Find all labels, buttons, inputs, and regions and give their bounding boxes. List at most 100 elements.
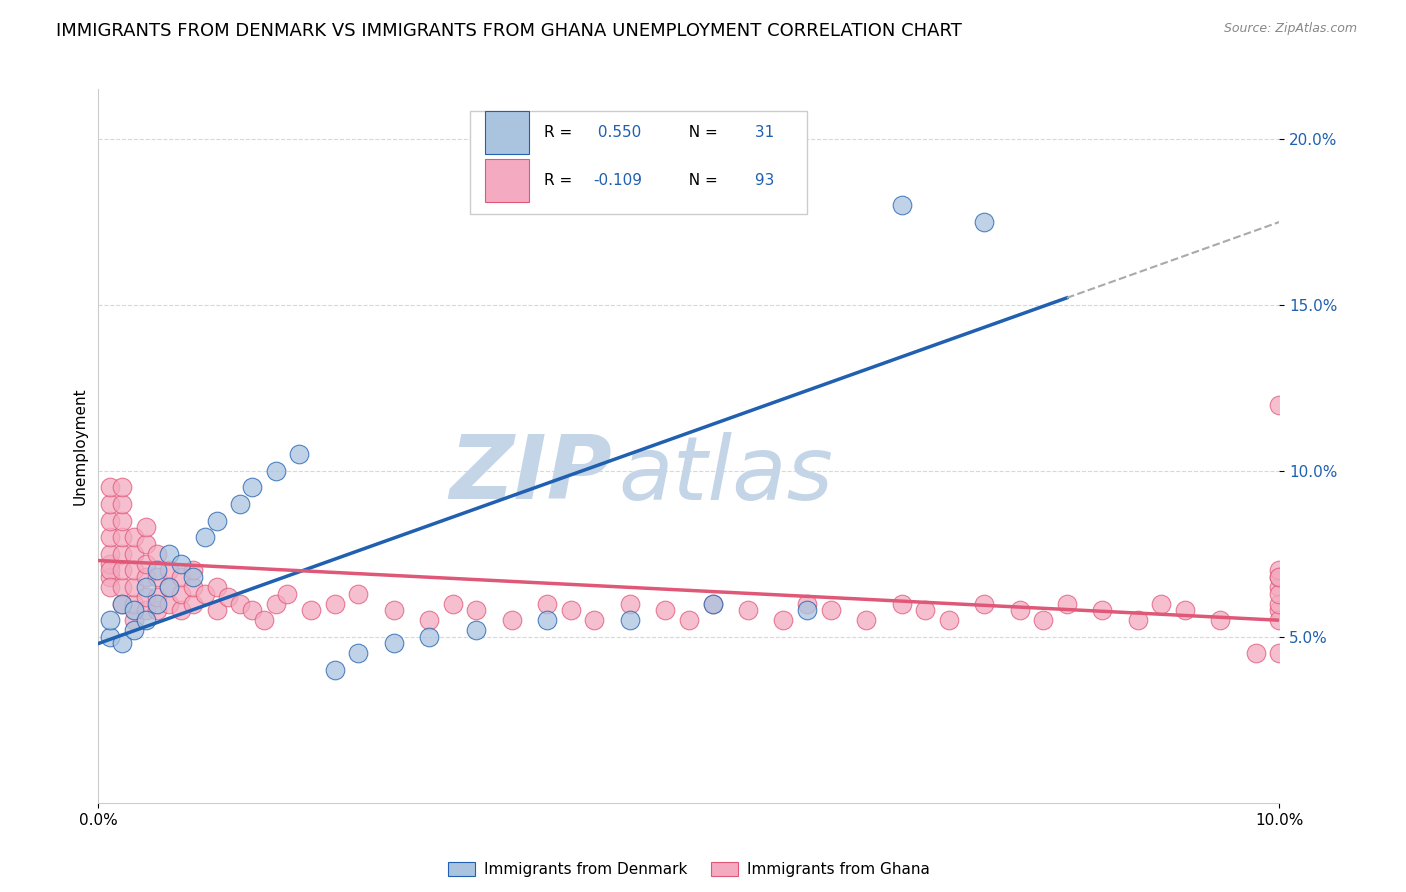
Point <box>560 603 582 617</box>
Point <box>98 630 121 644</box>
Point <box>855 613 877 627</box>
Point <box>465 603 488 617</box>
Point <box>135 613 157 627</box>
Point <box>702 597 724 611</box>
Point <box>157 564 180 578</box>
Y-axis label: Unemployment: Unemployment <box>72 387 87 505</box>
Point <box>170 587 193 601</box>
Point <box>111 547 134 561</box>
FancyBboxPatch shape <box>485 159 530 202</box>
Point <box>441 597 464 611</box>
Point <box>170 570 193 584</box>
Point <box>146 564 169 578</box>
Point <box>347 587 370 601</box>
Point <box>702 597 724 611</box>
FancyBboxPatch shape <box>471 111 807 214</box>
Point <box>111 514 134 528</box>
Point <box>122 597 145 611</box>
Point <box>135 537 157 551</box>
Point <box>135 590 157 604</box>
Point <box>973 597 995 611</box>
Point <box>253 613 276 627</box>
Point <box>1268 570 1291 584</box>
Point <box>973 215 995 229</box>
Point <box>98 570 121 584</box>
Point <box>146 597 169 611</box>
Point <box>98 613 121 627</box>
Point <box>264 597 287 611</box>
Point <box>98 497 121 511</box>
Point <box>205 514 228 528</box>
Point <box>157 580 180 594</box>
Point <box>323 597 346 611</box>
Text: R =: R = <box>544 125 576 140</box>
Point <box>382 603 405 617</box>
Point <box>1268 647 1291 661</box>
Point <box>122 624 145 638</box>
Point <box>654 603 676 617</box>
Point <box>536 613 558 627</box>
Point <box>796 597 818 611</box>
Text: N =: N = <box>679 125 723 140</box>
Point <box>98 564 121 578</box>
Point <box>796 603 818 617</box>
Point <box>122 564 145 578</box>
Point <box>772 613 794 627</box>
Point <box>122 580 145 594</box>
Point <box>678 613 700 627</box>
Point <box>1244 647 1267 661</box>
Point <box>737 603 759 617</box>
Point <box>111 481 134 495</box>
Point <box>98 557 121 571</box>
Point <box>181 570 204 584</box>
Point <box>111 564 134 578</box>
Point <box>890 198 912 212</box>
Text: 31: 31 <box>751 125 775 140</box>
Point <box>1126 613 1149 627</box>
Point <box>1268 613 1291 627</box>
Point <box>217 590 239 604</box>
Point <box>264 464 287 478</box>
Point <box>111 597 134 611</box>
Point <box>1268 580 1291 594</box>
Point <box>135 557 157 571</box>
Point <box>240 603 263 617</box>
Point <box>194 530 217 544</box>
Point <box>240 481 263 495</box>
Point <box>1209 613 1232 627</box>
Point <box>1008 603 1031 617</box>
Point <box>181 564 204 578</box>
Point <box>382 636 405 650</box>
Point <box>1268 587 1291 601</box>
Point <box>122 530 145 544</box>
Point <box>465 624 488 638</box>
Point <box>229 497 252 511</box>
Text: Source: ZipAtlas.com: Source: ZipAtlas.com <box>1223 22 1357 36</box>
Point <box>98 547 121 561</box>
Point <box>146 590 169 604</box>
Point <box>111 597 134 611</box>
Text: IMMIGRANTS FROM DENMARK VS IMMIGRANTS FROM GHANA UNEMPLOYMENT CORRELATION CHART: IMMIGRANTS FROM DENMARK VS IMMIGRANTS FR… <box>56 22 962 40</box>
Point <box>157 547 180 561</box>
Point <box>98 481 121 495</box>
Point <box>135 520 157 534</box>
Legend: Immigrants from Denmark, Immigrants from Ghana: Immigrants from Denmark, Immigrants from… <box>447 863 931 877</box>
Point <box>205 603 228 617</box>
Text: R =: R = <box>544 173 576 187</box>
Point <box>1091 603 1114 617</box>
Text: 0.550: 0.550 <box>593 125 641 140</box>
Point <box>1056 597 1078 611</box>
Point <box>111 636 134 650</box>
Point <box>135 580 157 594</box>
Point <box>418 613 440 627</box>
Point <box>98 530 121 544</box>
Point <box>1268 603 1291 617</box>
Text: atlas: atlas <box>619 432 832 517</box>
Point <box>299 603 322 617</box>
Point <box>938 613 960 627</box>
Point <box>1032 613 1054 627</box>
Point <box>146 547 169 561</box>
Point <box>820 603 842 617</box>
Point <box>135 570 157 584</box>
Point <box>914 603 936 617</box>
